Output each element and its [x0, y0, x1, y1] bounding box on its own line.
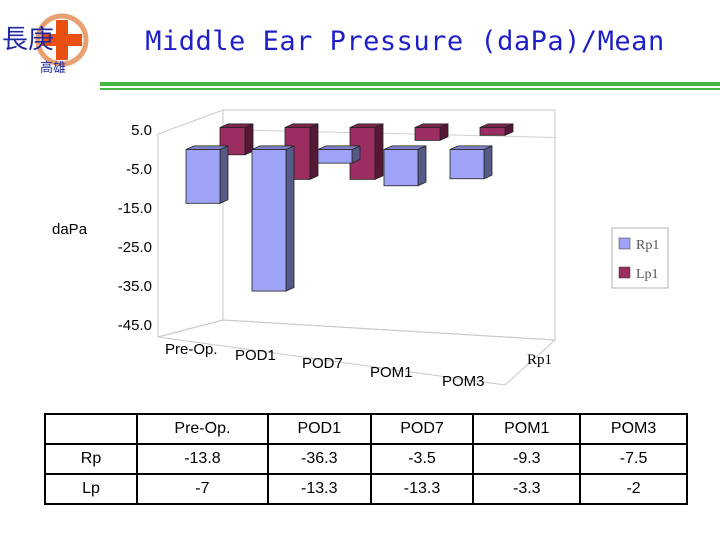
table-header-cell: Pre-Op. — [136, 413, 269, 445]
bar-chart-3d: 5.0-5.0-15.0-25.0-35.0-45.0 Pre-Op. POD1 P… — [52, 109, 669, 390]
bar-rp1-0-top — [185, 145, 229, 150]
hospital-logo: 長庚 高雄 — [2, 13, 89, 76]
chart-bars — [185, 123, 514, 292]
x-tick-label: Pre-Op. — [165, 341, 218, 358]
legend-label-lp1: Lp1 — [636, 267, 659, 282]
y-tick-label: -45.0 — [118, 317, 152, 334]
bar-rp1-2-top — [317, 145, 361, 150]
table-corner-cell — [44, 413, 138, 445]
slide-title: Middle Ear Pressure (daPa)/Mean — [145, 26, 665, 57]
bar-lp1-side — [374, 123, 384, 180]
x-tick-label: POD1 — [235, 347, 276, 364]
side-wall — [157, 109, 224, 338]
logo-text-bottom: 高雄 — [40, 60, 66, 76]
legend-swatch-rp1 — [618, 237, 631, 250]
bar-rp1-1 — [251, 145, 295, 292]
chart-walls — [157, 109, 557, 386]
x-tick-label: POM3 — [442, 373, 485, 390]
y-axis-ticks: 5.0 -5.0 -15.0 -25.0 -35.0 -45.0 — [118, 122, 152, 334]
bar-rp1-3 — [383, 145, 427, 187]
zero-gridline — [222, 129, 556, 138]
y-axis-label: daPa — [52, 221, 88, 238]
y-tick-label: -15.0 — [118, 200, 152, 217]
bar-rp1-4 — [449, 145, 493, 180]
table-cell: -7.5 — [579, 443, 688, 475]
bar-rp1-3-front — [383, 149, 419, 187]
table-cell: -13.3 — [266, 473, 372, 505]
bar-lp1-front — [479, 127, 506, 136]
bar-rp1-1-front — [251, 149, 287, 292]
bar-rp1-3-top — [383, 145, 427, 150]
depth-axis-label: Rp1 — [527, 352, 552, 368]
table-cell: -13.8 — [136, 443, 269, 475]
logo-text-top: 長庚 — [2, 25, 54, 55]
bar-rp1-0-side — [219, 145, 229, 204]
table-row: Lp -7 -13.3 -13.3 -3.3 -2 — [44, 473, 688, 505]
y-tick-label: -35.0 — [118, 278, 152, 295]
bar-rp1-0 — [185, 145, 229, 204]
bar-rp1-4-top — [449, 145, 493, 150]
data-table: Pre-Op. POD1 POD7 POM1 POM3 Rp -13.8 -36… — [44, 413, 688, 505]
x-tick-label: POD7 — [302, 355, 343, 372]
chart-legend: Rp1 Lp1 — [611, 227, 669, 289]
bar-rp1-0-front — [185, 149, 221, 204]
bar-lp1-3 — [414, 123, 449, 141]
bar-rp1-4-side — [483, 145, 493, 180]
table-header-row: Pre-Op. POD1 POD7 POM1 POM3 — [44, 413, 688, 445]
x-axis-categories: Pre-Op. POD1 POD7 POM1 POM3 — [165, 341, 485, 390]
bar-rp1-1-top — [251, 145, 295, 150]
table-cell: -3.5 — [369, 443, 475, 475]
table-row-label: Rp — [44, 443, 138, 475]
x-tick-label: POM1 — [370, 364, 413, 381]
table-cell: -36.3 — [266, 443, 372, 475]
bar-rp1-2-front — [317, 149, 353, 164]
table-cell: -2 — [579, 473, 688, 505]
table-header-cell: POD1 — [266, 413, 372, 445]
table-row-label: Lp — [44, 473, 138, 505]
legend-label-rp1: Rp1 — [636, 238, 659, 253]
table-header-cell: POD7 — [369, 413, 475, 445]
bar-rp1-4-front — [449, 149, 485, 180]
bar-rp1-1-side — [285, 145, 295, 292]
bar-lp1-front — [414, 127, 441, 141]
table-cell: -7 — [136, 473, 269, 505]
title-divider — [100, 82, 720, 86]
legend-swatch-lp1 — [618, 266, 631, 279]
y-tick-label: -5.0 — [126, 161, 152, 178]
y-tick-label: -25.0 — [118, 239, 152, 256]
table-header-cell: POM1 — [472, 413, 582, 445]
bar-lp1-4 — [479, 123, 514, 136]
table-cell: -3.3 — [472, 473, 582, 505]
table-row: Rp -13.8 -36.3 -3.5 -9.3 -7.5 — [44, 443, 688, 475]
table-header-cell: POM3 — [579, 413, 688, 445]
table-cell: -9.3 — [472, 443, 582, 475]
bar-rp1-2 — [317, 145, 361, 164]
table-cell: -13.3 — [369, 473, 475, 505]
y-tick-label: 5.0 — [131, 122, 152, 139]
bar-lp1-side — [309, 123, 319, 180]
bar-rp1-3-side — [417, 145, 427, 187]
title-divider-thin — [100, 88, 720, 90]
chart-floor — [157, 319, 557, 386]
